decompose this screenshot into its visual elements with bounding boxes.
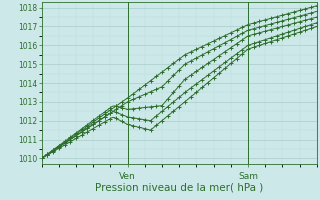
X-axis label: Pression niveau de la mer( hPa ): Pression niveau de la mer( hPa )	[95, 182, 263, 192]
